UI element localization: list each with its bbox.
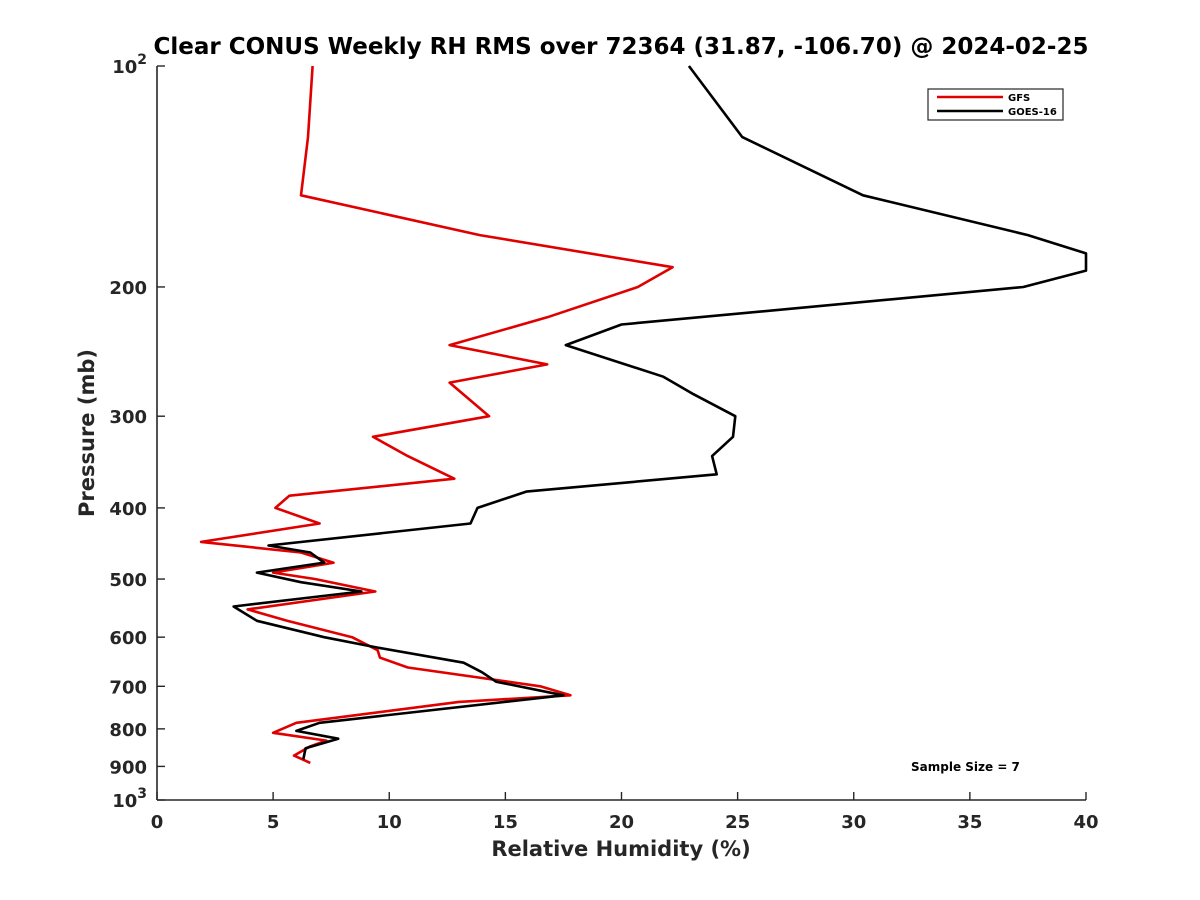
legend-box [927,88,1064,121]
x-tick-label: 10 [377,812,402,833]
x-tick-label: 30 [841,812,866,833]
y-tick-label: 700 [109,677,147,698]
x-ticks: 0 5 10 15 20 25 30 35 40 [151,792,1099,833]
y-tick-label: 600 [109,628,147,649]
y-tick-label: 500 [109,570,147,591]
legend-label-goes16: GOES-16 [1008,107,1057,118]
x-tick-label: 15 [493,812,518,833]
sample-size-annotation: Sample Size = 7 [911,760,1020,774]
x-tick-label: 20 [609,812,634,833]
y-tick-label: 900 [109,757,147,778]
series-line-goes16 [232,65,1088,760]
y-tick-label: 400 [109,499,147,520]
y-tick-label: 102 [112,52,147,78]
y-ticks: 102 200 300 400 500 600 700 800 900 103 [109,52,165,812]
y-tick-label: 200 [109,278,147,299]
x-axis-title: Relative Humidity (%) [491,837,750,861]
legend-label-gfs: GFS [1008,93,1030,104]
x-tick-label: 25 [725,812,750,833]
y-tick-label: 103 [112,786,147,812]
x-tick-label: 35 [957,812,982,833]
plot-area: 0 5 10 15 20 25 30 35 40 102 200 300 400 500 600 700 80… [109,52,1098,833]
y-tick-label: 800 [109,720,147,741]
x-tick-label: 40 [1073,812,1098,833]
series-layer [199,65,1088,765]
legend: GFS GOES-16 [927,88,1064,121]
x-tick-label: 0 [151,812,164,833]
y-tick-label: 300 [109,407,147,428]
x-tick-label: 5 [267,812,280,833]
plot-background [157,66,1086,800]
chart-title: Clear CONUS Weekly RH RMS over 72364 (31… [154,34,1089,60]
y-axis-title: Pressure (mb) [75,349,99,517]
